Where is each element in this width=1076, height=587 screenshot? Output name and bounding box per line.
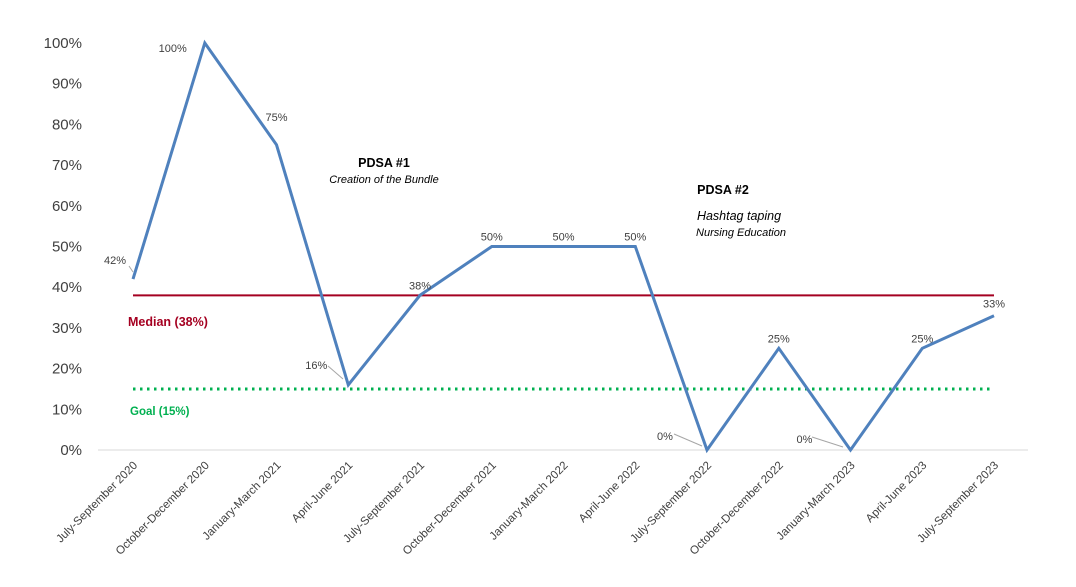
data-label: 42% [104,255,126,267]
data-label: 25% [911,333,933,345]
data-label: 0% [797,434,813,446]
data-label-leader [811,436,844,448]
data-label-leader [128,265,134,273]
x-tick-label: January-March 2023 [775,460,858,543]
x-tick-label: July-September 2022 [628,460,714,546]
x-tick-label: July-September 2023 [915,460,1001,546]
y-tick-label: 50% [52,239,82,256]
data-label-leader [327,365,344,380]
x-tick-label: July-September 2020 [54,460,140,546]
y-tick-label: 30% [52,320,82,337]
data-label: 16% [305,360,327,372]
y-tick-label: 60% [52,198,82,215]
data-label: 50% [552,232,574,244]
pdsa-1-title: PDSA #1 [358,156,410,170]
x-tick-label: April-June 2023 [864,460,929,525]
x-tick-label: January-March 2021 [201,460,284,543]
data-label: 33% [983,299,1005,311]
pdsa-2-title: PDSA #2 [697,183,749,197]
pdsa-2-line-2: Nursing Education [696,227,786,239]
data-label: 38% [409,280,431,292]
y-tick-label: 0% [60,442,82,459]
x-tick-label: April-June 2022 [577,460,642,525]
y-tick-label: 100% [44,35,82,52]
data-label: 50% [481,232,503,244]
median-label: Median (38%) [128,315,208,329]
y-tick-label: 70% [52,157,82,174]
pdsa-2-line-1: Hashtag taping [697,209,781,223]
y-tick-label: 90% [52,76,82,93]
data-label: 25% [768,333,790,345]
y-tick-label: 80% [52,116,82,133]
x-tick-label: July-September 2021 [341,460,427,546]
data-label: 50% [624,232,646,244]
y-tick-label: 10% [52,401,82,418]
data-label: 100% [159,43,187,55]
pdsa-1-subtitle: Creation of the Bundle [329,174,438,186]
y-tick-label: 40% [52,279,82,296]
y-axis: 0% 10% 20% 30% 40% 50% 60% 70% 80% 90% 100% [44,35,82,459]
pdsa-2-annotation: PDSA #2 Hashtag taping Nursing Education [696,183,786,239]
data-label-leader [673,433,703,447]
x-tick-label: January-March 2022 [488,460,571,543]
y-tick-label: 20% [52,361,82,378]
data-label: 75% [265,112,287,124]
data-labels: 42% 100% 75% 16% 38% 50% 50% 50% 0% 25% 0% 25% 33% [104,43,1005,446]
data-label: 0% [657,431,673,443]
pdsa-1-annotation: PDSA #1 Creation of the Bundle [329,156,438,186]
series-line [131,39,995,454]
x-tick-label: April-June 2021 [290,460,355,525]
goal-label: Goal (15%) [130,406,190,418]
data-label-leaders [128,265,844,448]
